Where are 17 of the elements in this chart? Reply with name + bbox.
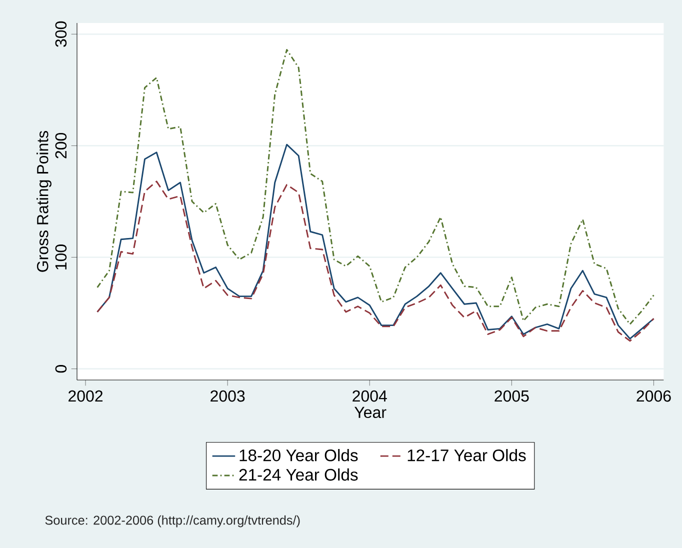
y-axis-title: Gross Rating Points (36, 130, 52, 272)
x-tick-label: 2006 (636, 390, 671, 402)
x-tick-label: 2005 (494, 390, 529, 402)
y-tick-label: 300 (55, 21, 67, 47)
y-tick-label: 200 (55, 132, 67, 158)
line-series (96, 180, 654, 342)
y-tick-label: 0 (55, 365, 67, 373)
line-series (96, 49, 654, 325)
legend-label: 18-20 Year Olds (240, 449, 358, 462)
x-tick-label: 2003 (210, 390, 245, 402)
source-note: Source: 2002-2006 (http://camy.org/tvtrends/) (45, 515, 300, 528)
x-tick-label: 2002 (68, 390, 103, 402)
x-axis-title: Year (354, 406, 386, 418)
legend-label: 21-24 Year Olds (239, 468, 358, 481)
y-tick-label: 100 (55, 244, 67, 270)
x-tick-label: 2004 (352, 390, 387, 402)
legend-label: 12-17 Year Olds (408, 449, 526, 462)
